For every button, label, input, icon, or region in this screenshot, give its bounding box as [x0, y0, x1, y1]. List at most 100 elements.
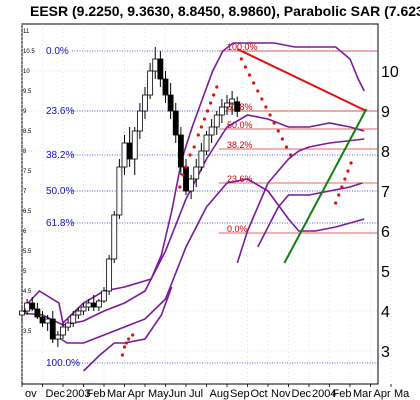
lower-curve-bottom-line	[257, 182, 363, 248]
candle-body	[177, 134, 184, 168]
y-tick-label: 3	[381, 344, 390, 361]
sar-dot	[209, 101, 213, 105]
candle-body	[188, 178, 195, 192]
sar-dot	[131, 333, 135, 337]
candle-body	[157, 58, 164, 80]
y-tick-small-label: 7	[23, 189, 27, 195]
bottom-curve-line	[82, 286, 173, 372]
y-tick-small-label: 9.5	[23, 89, 32, 95]
x-tick-label: Feb	[333, 388, 352, 400]
sar-dot	[343, 177, 347, 181]
y-tick-small-label: 10	[23, 69, 30, 75]
x-tick-label: Sep	[230, 388, 250, 400]
candle-body	[34, 308, 41, 318]
candle-body	[101, 290, 107, 302]
candle-body	[234, 101, 241, 112]
candle-body	[65, 322, 72, 328]
parabolic-sar-layer	[120, 57, 353, 357]
sar-dot	[202, 117, 207, 121]
candle-body	[44, 318, 51, 324]
fib-left-label: 61.8%	[46, 218, 74, 229]
candle-body	[218, 106, 225, 116]
x-tick-label: Jun	[169, 388, 187, 400]
sar-dot	[349, 161, 353, 165]
fib-right-label: 100.0%	[227, 42, 258, 52]
sar-dot	[264, 105, 268, 109]
y-tick-label: 10	[381, 64, 399, 81]
sar-dot	[272, 121, 276, 125]
y-tick-label: 6	[381, 224, 390, 241]
candle-body	[116, 166, 123, 216]
candle-body	[106, 258, 113, 292]
y-tick-label: 7	[381, 184, 390, 201]
y-tick-small-label: 3.5	[23, 329, 32, 335]
candle-body	[19, 310, 25, 316]
candle-body	[142, 94, 148, 112]
y-tick-small-label: 4.5	[23, 289, 32, 295]
fib-left-label: 50.0%	[46, 186, 74, 197]
x-tick-label: Mar	[107, 388, 126, 400]
candle-body	[183, 166, 189, 192]
resistance-trendline	[236, 48, 367, 112]
sar-dot	[215, 85, 219, 89]
candle-body	[198, 150, 205, 168]
support-trendline	[283, 108, 368, 264]
x-tick-label: Nov	[271, 388, 291, 400]
grid-layer	[21, 23, 392, 385]
sar-dot	[127, 337, 131, 341]
sar-dot	[346, 169, 350, 173]
y-tick-label: 8	[381, 144, 390, 161]
candle-body	[152, 58, 159, 72]
lower-band-line	[54, 178, 365, 344]
sar-dot	[276, 129, 280, 133]
x-tick-label: Jul	[189, 388, 203, 400]
x-tick-label: Dec	[46, 388, 66, 400]
candle-body	[131, 130, 138, 160]
sar-dot	[334, 201, 338, 205]
candle-body	[90, 302, 97, 308]
sar-dot	[205, 109, 210, 113]
sar-dot	[124, 341, 129, 345]
sar-dot	[337, 193, 341, 197]
sar-dot	[247, 73, 252, 77]
sar-dot	[256, 89, 260, 93]
fib-right-label: 23.6%	[227, 174, 253, 184]
candle-body	[75, 310, 82, 316]
sar-dot	[280, 137, 284, 141]
candle-body	[54, 334, 61, 340]
x-tick-label: 2003	[66, 388, 90, 400]
sar-dot	[188, 153, 192, 157]
fib-right-label: 38.2%	[227, 140, 253, 150]
lower-envelope-line	[236, 138, 365, 264]
axis-layer: 3 4 5 6 7 8 9 10 3.5 4 4.5 5 5.5 6 6.5 7 7.5 8 8.5 9 9.5 10 10…	[21, 29, 410, 400]
candle-body	[121, 142, 128, 168]
sar-dot	[260, 97, 264, 101]
y-tick-small-label: 4	[23, 309, 27, 315]
sar-dot	[340, 185, 344, 189]
fib-right-label: 0.0%	[227, 224, 248, 234]
candle-body	[162, 78, 169, 96]
y-tick-small-label: 9	[23, 109, 27, 115]
y-tick-small-label: 8.5	[23, 129, 32, 135]
sar-dot	[184, 165, 188, 169]
sar-dot	[199, 125, 203, 129]
candle-body	[49, 318, 56, 340]
x-tick-label: Oct	[251, 388, 268, 400]
sar-dot	[122, 345, 127, 349]
fib-left-label: 23.6%	[46, 106, 74, 117]
sar-dot	[120, 353, 125, 357]
x-tick-label: Apr	[374, 388, 391, 400]
chart-title: EESR (9.2250, 9.3630, 8.8450, 8.9860), P…	[30, 3, 420, 19]
sar-dot	[243, 65, 248, 69]
x-tick-label: Apr	[128, 388, 145, 400]
candle-body	[80, 306, 87, 312]
sar-dot	[192, 145, 196, 149]
candle-body	[213, 114, 220, 128]
x-tick-label: ov	[25, 388, 37, 400]
fib-left-label: 38.2%	[46, 150, 74, 161]
trendline-layer	[236, 48, 368, 264]
fib-right-label: 50.0%	[227, 120, 253, 130]
y-tick-small-label: 6	[23, 229, 27, 235]
